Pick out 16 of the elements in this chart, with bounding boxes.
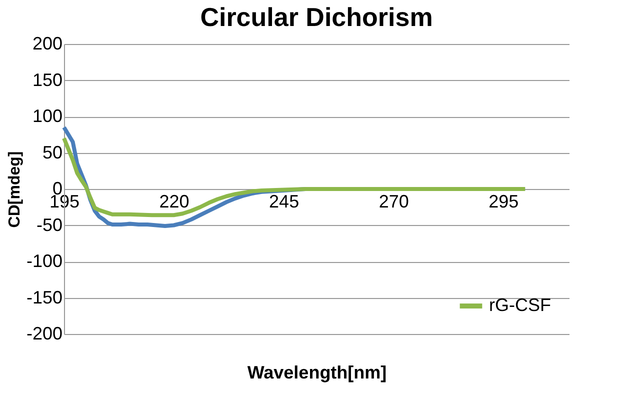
y-tick-label: -200 (26, 324, 62, 344)
chart-title: Circular Dichorism (200, 2, 433, 32)
x-tick-label: 220 (159, 192, 190, 212)
y-tick-label: -50 (36, 214, 62, 235)
legend-label: rG-CSF (489, 295, 551, 315)
y-axis-title: CD[mdeg] (6, 151, 24, 228)
y-tick-label: 100 (32, 106, 62, 126)
x-axis-title: Wavelength[nm] (247, 362, 387, 382)
y-tick-label: 150 (32, 70, 62, 90)
y-tick-label: 50 (42, 142, 62, 162)
y-tick-label: -150 (26, 287, 62, 308)
x-tick-label: 270 (378, 192, 409, 212)
y-tick-label: 200 (32, 34, 62, 54)
x-tick-label: 245 (269, 192, 300, 212)
x-tick-label: 295 (488, 192, 519, 212)
y-tick-label: -100 (26, 251, 62, 271)
